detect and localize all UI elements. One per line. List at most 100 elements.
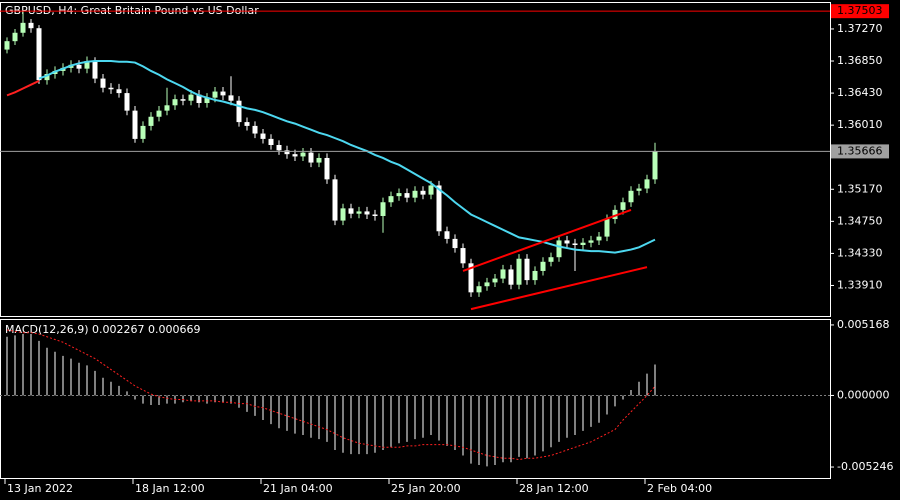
candle-body <box>348 208 354 214</box>
candle-body <box>428 185 434 195</box>
candle-body <box>324 157 330 180</box>
y-tick-label: 1.36430 <box>837 86 883 99</box>
candle-body <box>340 208 346 221</box>
candle-body <box>500 269 506 279</box>
price-label-bg <box>831 4 889 19</box>
signal-line <box>6 329 656 461</box>
price-label: 1.37503 <box>837 4 883 17</box>
candle-body <box>4 41 10 50</box>
x-tick-label: 25 Jan 20:00 <box>391 482 461 495</box>
moving-average <box>38 60 656 254</box>
x-tick-label: 2 Feb 04:00 <box>647 482 712 495</box>
candle-body <box>628 190 634 203</box>
candle-body <box>220 91 226 96</box>
y-tick-label: 1.34330 <box>837 246 883 259</box>
y-tick-label: -0.005246 <box>837 460 893 473</box>
candle-body <box>268 138 274 145</box>
candle-body <box>292 154 298 157</box>
candle-body <box>580 242 586 246</box>
candle-body <box>36 28 42 81</box>
candle-body <box>556 240 562 258</box>
candle-body <box>572 243 578 246</box>
candle-body <box>76 64 82 69</box>
x-tick-label: 28 Jan 12:00 <box>519 482 589 495</box>
y-tick-label: 1.34750 <box>837 214 883 227</box>
candle-body <box>44 73 50 81</box>
candle-body <box>252 125 258 134</box>
candle-body <box>140 125 146 139</box>
macd-title: MACD(12,26,9) 0.002267 0.000669 <box>5 323 201 336</box>
y-tick-label: 0.005168 <box>837 318 890 331</box>
candle-body <box>492 278 498 283</box>
main-panel-frame <box>0 2 831 317</box>
candle-body <box>300 152 306 157</box>
candle-body <box>564 240 570 244</box>
x-tick-label: 13 Jan 2022 <box>7 482 73 495</box>
candle-body <box>148 116 154 126</box>
candle-body <box>460 248 466 264</box>
candle-body <box>284 150 290 155</box>
candle-body <box>540 261 546 271</box>
candle-body <box>180 99 186 101</box>
candle-body <box>100 78 106 88</box>
macd-panel-frame <box>0 319 831 479</box>
candle-body <box>404 193 410 198</box>
candle-body <box>452 238 458 249</box>
candle-body <box>396 193 402 197</box>
candle-body <box>316 157 322 163</box>
candle-body <box>476 286 482 293</box>
candle-body <box>596 236 602 241</box>
candle-body <box>132 110 138 139</box>
y-tick-label: 1.33910 <box>837 278 883 291</box>
candle-body <box>388 196 394 203</box>
candle-body <box>196 94 202 104</box>
moving-average <box>6 79 40 97</box>
candle-body <box>508 269 514 285</box>
candle-body <box>188 94 194 101</box>
candle-body <box>92 61 98 79</box>
candle-body <box>276 144 282 151</box>
trendline <box>470 266 648 311</box>
candle-body <box>652 151 658 180</box>
candle-body <box>444 231 450 239</box>
candle-body <box>156 110 162 117</box>
y-tick-label: 1.37270 <box>837 22 883 35</box>
candle-body <box>164 105 170 111</box>
candle-body <box>236 100 242 123</box>
candle-body <box>516 258 522 285</box>
candle-body <box>228 95 234 101</box>
candle-body <box>524 258 530 281</box>
candle-body <box>644 179 650 189</box>
candle-body <box>420 190 426 195</box>
candle-body <box>604 219 610 237</box>
candle-body <box>636 188 642 191</box>
candle-body <box>364 211 370 215</box>
candle-body <box>588 240 594 243</box>
candle-body <box>212 91 218 98</box>
candle-body <box>260 133 266 139</box>
chart-title: GBPUSD, H4: Great Britain Pound vs US Do… <box>5 4 259 17</box>
candle-body <box>84 61 90 69</box>
trendline <box>462 208 632 272</box>
candle-body <box>372 214 378 216</box>
candle-body <box>204 97 210 104</box>
candle-body <box>116 89 122 94</box>
candle-body <box>620 202 626 210</box>
candle-body <box>548 257 554 262</box>
candle-body <box>308 152 314 163</box>
candle-body <box>484 282 490 287</box>
candle-body <box>356 211 362 214</box>
candle-body <box>28 22 34 29</box>
candle-body <box>172 99 178 106</box>
y-tick-label: 0.000000 <box>837 388 890 401</box>
candle-body <box>12 32 18 42</box>
candle-body <box>436 185 442 232</box>
candle-body <box>468 263 474 293</box>
y-tick-label: 1.36010 <box>837 118 883 131</box>
candle-body <box>612 209 618 220</box>
candle-body <box>332 179 338 221</box>
candle-body <box>124 93 130 111</box>
candle-body <box>532 270 538 281</box>
y-tick-label: 1.36850 <box>837 54 883 67</box>
